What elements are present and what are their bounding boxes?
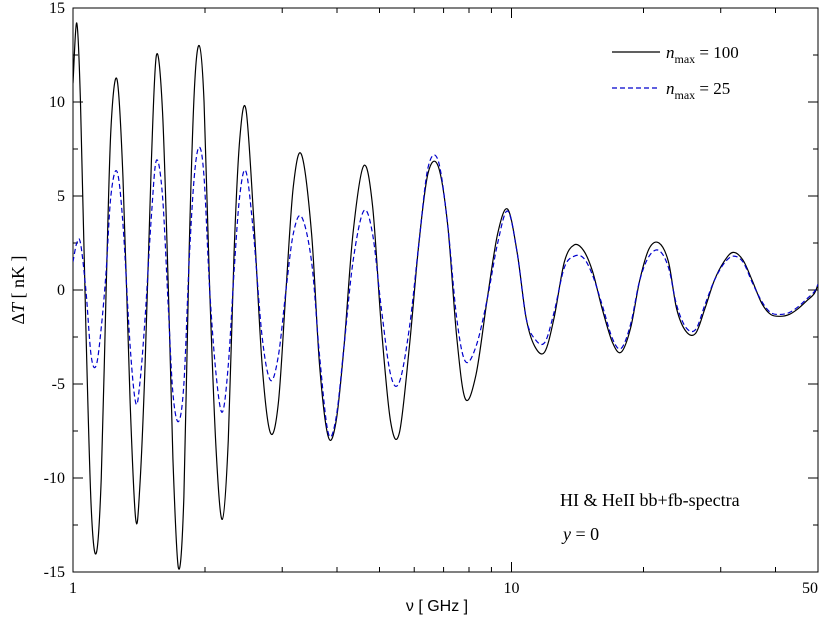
x-tick-label: 10 [504,580,520,597]
y-axis-title-delta: Δ [8,313,28,325]
y-tick-label: 5 [57,188,65,205]
y-tick-label: -15 [44,564,65,581]
y-tick-label: 0 [57,282,65,299]
legend-var-nmax100: n [666,43,675,62]
annotation-line1: HI & HeII bb+fb-spectra [560,490,740,510]
series-line-nmax25 [73,146,818,438]
legend: nmax = 100 nmax = 25 [612,43,739,102]
annotation-rest: = 0 [571,524,599,544]
legend-sub-nmax25: max [675,88,696,102]
y-tick-label: 15 [49,0,65,17]
legend-label-nmax25: nmax = 25 [666,79,730,102]
annotation-line2: y = 0 [561,524,599,544]
series-line-nmax100 [73,22,818,570]
y-axis-title-var: T [8,301,28,313]
annotation-var: y [561,524,571,544]
legend-label-nmax100: nmax = 100 [666,43,739,66]
y-axis-title: ΔT [ nK ] [8,255,28,324]
series-layer [73,22,818,570]
y-tick-label: 10 [49,94,65,111]
legend-rest-nmax25: = 25 [695,79,730,98]
y-tick-label: -10 [44,470,65,487]
legend-rest-nmax100: = 100 [695,43,739,62]
x-tick-label: 1 [69,580,77,597]
y-axis-title-unit: [ nK ] [8,255,28,303]
x-tick-label: 50 [802,580,818,597]
y-tick-label: -5 [52,376,65,393]
axis-ticks [72,7,819,573]
plot-area-frame [72,7,819,573]
legend-sub-nmax100: max [675,52,696,66]
x-axis-title: ν [ GHz ] [406,598,468,615]
legend-var-nmax25: n [666,79,675,98]
